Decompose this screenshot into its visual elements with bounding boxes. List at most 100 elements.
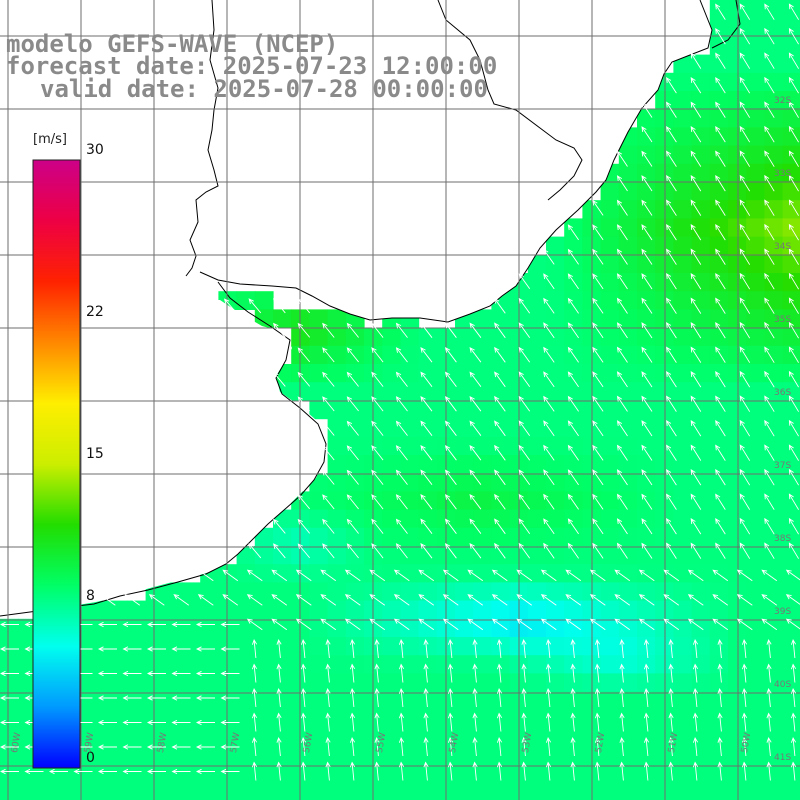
wind-speed-cell xyxy=(491,782,511,800)
wind-arrow xyxy=(766,638,772,659)
wind-arrow xyxy=(197,594,214,606)
wind-speed-cell xyxy=(637,473,656,492)
wind-arrow xyxy=(122,719,142,726)
wind-arrow xyxy=(690,175,702,192)
wind-arrow xyxy=(195,744,215,750)
wind-speed-cell xyxy=(564,291,583,310)
wind-arrow xyxy=(395,322,408,338)
wind-speed-cell xyxy=(109,600,128,620)
wind-speed-cell xyxy=(491,382,511,401)
wind-arrow xyxy=(614,569,631,582)
wind-speed-cell xyxy=(382,582,401,602)
wind-arrow xyxy=(251,638,258,659)
wind-arrow xyxy=(444,542,457,559)
wind-speed-cell xyxy=(418,709,438,729)
wind-speed-cell xyxy=(709,254,729,274)
wind-arrow xyxy=(374,687,380,708)
wind-speed-cell xyxy=(309,564,329,583)
wind-speed-cell xyxy=(746,400,765,420)
wind-arrow xyxy=(641,273,653,290)
wind-speed-cell xyxy=(200,746,219,765)
wind-arrow xyxy=(220,695,240,701)
wind-arrow xyxy=(739,174,751,192)
wind-speed-cell xyxy=(637,182,656,201)
wind-speed-cell xyxy=(200,637,219,656)
wind-arrow xyxy=(122,621,142,628)
wind-arrow xyxy=(616,371,628,388)
wind-speed-cell xyxy=(600,746,620,765)
wind-speed-cell xyxy=(473,382,492,401)
wind-arrow xyxy=(638,618,655,631)
wind-speed-cell xyxy=(709,600,729,620)
wind-arrow xyxy=(641,395,653,412)
wind-arrow xyxy=(788,419,799,437)
wind-arrow xyxy=(736,594,753,606)
wind-arrow xyxy=(715,518,726,535)
wind-speed-cell xyxy=(764,455,784,474)
wind-arrow xyxy=(643,663,650,683)
wind-arrow xyxy=(715,444,726,461)
wind-speed-cell xyxy=(782,728,800,747)
wind-arrow xyxy=(295,618,312,631)
wind-speed-cell xyxy=(273,655,292,674)
wind-speed-cell xyxy=(382,691,401,711)
wind-speed-cell xyxy=(709,182,729,201)
wind-speed-cell xyxy=(291,509,310,529)
wind-speed-cell xyxy=(309,655,329,674)
wind-speed-cell xyxy=(127,618,147,638)
wind-arrow xyxy=(592,199,604,216)
wind-arrow xyxy=(543,248,555,265)
wind-speed-cell xyxy=(527,655,547,674)
wind-speed-cell xyxy=(746,527,765,547)
wind-arrow xyxy=(766,712,772,732)
wind-speed-cell xyxy=(618,364,638,383)
wind-speed-cell xyxy=(637,345,656,365)
wind-speed-cell xyxy=(400,782,420,800)
wind-arrow xyxy=(788,125,799,143)
wind-speed-cell xyxy=(709,728,729,747)
latitude-label: 39S xyxy=(774,607,792,617)
wind-arrow xyxy=(690,371,702,388)
wind-speed-cell xyxy=(618,546,638,565)
wind-arrow xyxy=(494,371,506,388)
wind-speed-cell xyxy=(273,600,292,620)
wind-speed-cell xyxy=(637,236,656,256)
wind-arrow xyxy=(717,687,723,708)
wind-speed-cell xyxy=(618,309,638,329)
wind-arrow xyxy=(570,687,576,708)
wind-speed-cell xyxy=(273,746,292,765)
wind-speed-cell xyxy=(91,673,110,693)
wind-speed-cell xyxy=(18,709,37,729)
wind-speed-cell xyxy=(618,691,638,711)
wind-arrow xyxy=(788,370,799,388)
wind-speed-cell xyxy=(527,618,547,638)
wind-speed-cell xyxy=(709,527,729,547)
wind-speed-cell xyxy=(345,327,365,347)
wind-speed-cell xyxy=(782,746,800,765)
wind-speed-cell xyxy=(236,728,256,747)
wind-speed-cell xyxy=(618,746,638,765)
wind-speed-cell xyxy=(564,782,583,800)
wind-arrow xyxy=(788,542,799,559)
wind-speed-cell xyxy=(764,145,784,165)
wind-speed-cell xyxy=(527,455,547,474)
wind-speed-cell xyxy=(418,546,438,565)
wind-speed-cell xyxy=(600,509,620,529)
wind-speed-cell xyxy=(54,764,74,784)
wind-speed-cell xyxy=(782,509,800,529)
wind-arrow xyxy=(444,444,457,461)
wind-arrow xyxy=(764,370,775,388)
wind-speed-cell xyxy=(564,527,583,547)
wind-speed-cell xyxy=(327,637,347,656)
wind-arrow xyxy=(692,638,699,659)
wind-arrow xyxy=(423,663,429,683)
wind-arrow xyxy=(349,663,356,683)
wind-arrow xyxy=(764,272,775,290)
wind-speed-cell xyxy=(600,418,620,438)
wind-speed-cell xyxy=(400,527,420,547)
wind-speed-cell xyxy=(473,345,492,365)
wind-speed-cell xyxy=(673,382,693,401)
wind-arrow xyxy=(687,569,704,582)
wind-arrow xyxy=(518,395,531,412)
wind-speed-cell xyxy=(764,673,784,693)
